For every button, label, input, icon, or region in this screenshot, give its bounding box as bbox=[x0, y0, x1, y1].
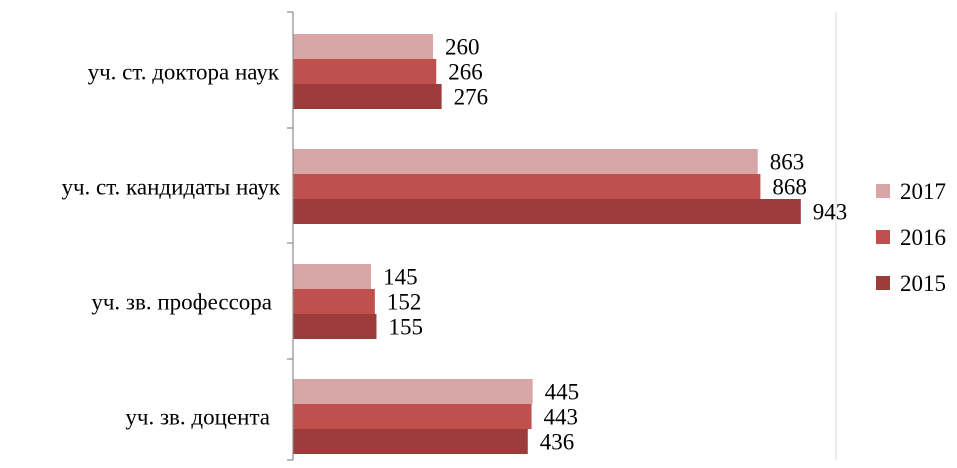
bar-2016-cat-2 bbox=[293, 289, 375, 314]
category-label-3: уч. зв. доцента bbox=[125, 405, 270, 430]
bar-2017-cat-0 bbox=[293, 34, 434, 59]
value-label-2017-cat-0: 260 bbox=[445, 35, 480, 60]
category-label-2: уч. зв. профессора bbox=[91, 290, 272, 315]
bar-2016-cat-3 bbox=[293, 404, 532, 429]
legend-swatch-2016 bbox=[876, 230, 890, 244]
bar-2017-cat-2 bbox=[293, 264, 372, 289]
category-labels: уч. ст. доктора наук уч. ст. кандидаты на… bbox=[61, 60, 280, 430]
bars-group bbox=[293, 34, 801, 454]
legend-label-2017: 2017 bbox=[900, 179, 946, 204]
category-label-1: уч. ст. кандидаты наук bbox=[61, 175, 280, 200]
value-label-2015-cat-1: 943 bbox=[813, 200, 848, 225]
value-label-2015-cat-2: 155 bbox=[388, 315, 423, 340]
bar-2015-cat-2 bbox=[293, 314, 377, 339]
bar-2017-cat-1 bbox=[293, 149, 758, 174]
legend-swatch-2015 bbox=[876, 276, 890, 290]
bar-2015-cat-0 bbox=[293, 84, 442, 109]
category-axis bbox=[287, 11, 294, 461]
bar-2015-cat-3 bbox=[293, 429, 528, 454]
value-label-2016-cat-3: 443 bbox=[544, 405, 579, 430]
value-label-2015-cat-0: 276 bbox=[454, 85, 489, 110]
value-label-2015-cat-3: 436 bbox=[540, 430, 575, 455]
value-label-2017-cat-1: 863 bbox=[770, 150, 805, 175]
value-label-2017-cat-3: 445 bbox=[545, 380, 580, 405]
value-label-2017-cat-2: 145 bbox=[383, 265, 418, 290]
category-label-0: уч. ст. доктора наук bbox=[88, 60, 280, 85]
legend: 2017 2016 2015 bbox=[876, 179, 946, 296]
bar-2016-cat-0 bbox=[293, 59, 437, 84]
legend-swatch-2017 bbox=[876, 184, 890, 198]
value-label-2016-cat-1: 868 bbox=[772, 175, 807, 200]
legend-label-2016: 2016 bbox=[900, 225, 946, 250]
bar-2016-cat-1 bbox=[293, 174, 761, 199]
value-label-2016-cat-0: 266 bbox=[448, 60, 483, 85]
value-label-2016-cat-2: 152 bbox=[387, 290, 422, 315]
legend-label-2015: 2015 bbox=[900, 271, 946, 296]
bar-2015-cat-1 bbox=[293, 199, 801, 224]
bar-2017-cat-3 bbox=[293, 379, 533, 404]
